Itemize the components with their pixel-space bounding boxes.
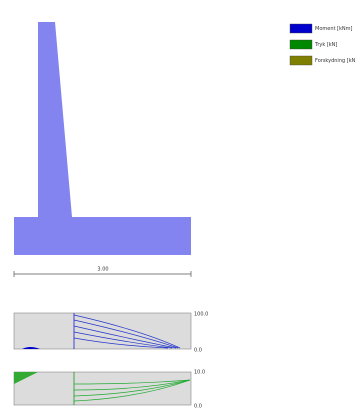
legend-swatch [289, 23, 313, 34]
diagram-bottom-label: 0.0 [194, 348, 202, 354]
wall-section [14, 22, 191, 255]
legend-label: Moment [kNm] [315, 26, 352, 32]
diagram-top-label: 100.0 [194, 312, 208, 318]
moment-diagram [13, 312, 192, 350]
diagram-bottom-label: 0.0 [194, 404, 202, 410]
legend: Moment [kNm] Tryk [kN] Forskydning [kN] [289, 23, 356, 66]
legend-label: Forskydning [kN] [315, 58, 356, 64]
diagram-top-label: 10.0 [194, 370, 205, 376]
dimension-label: 3.00 [97, 267, 108, 273]
dimension-line [13, 271, 192, 277]
legend-label: Tryk [kN] [314, 42, 337, 48]
legend-swatch [289, 39, 313, 50]
pressure-diagram [13, 371, 192, 406]
legend-swatch [289, 55, 313, 66]
